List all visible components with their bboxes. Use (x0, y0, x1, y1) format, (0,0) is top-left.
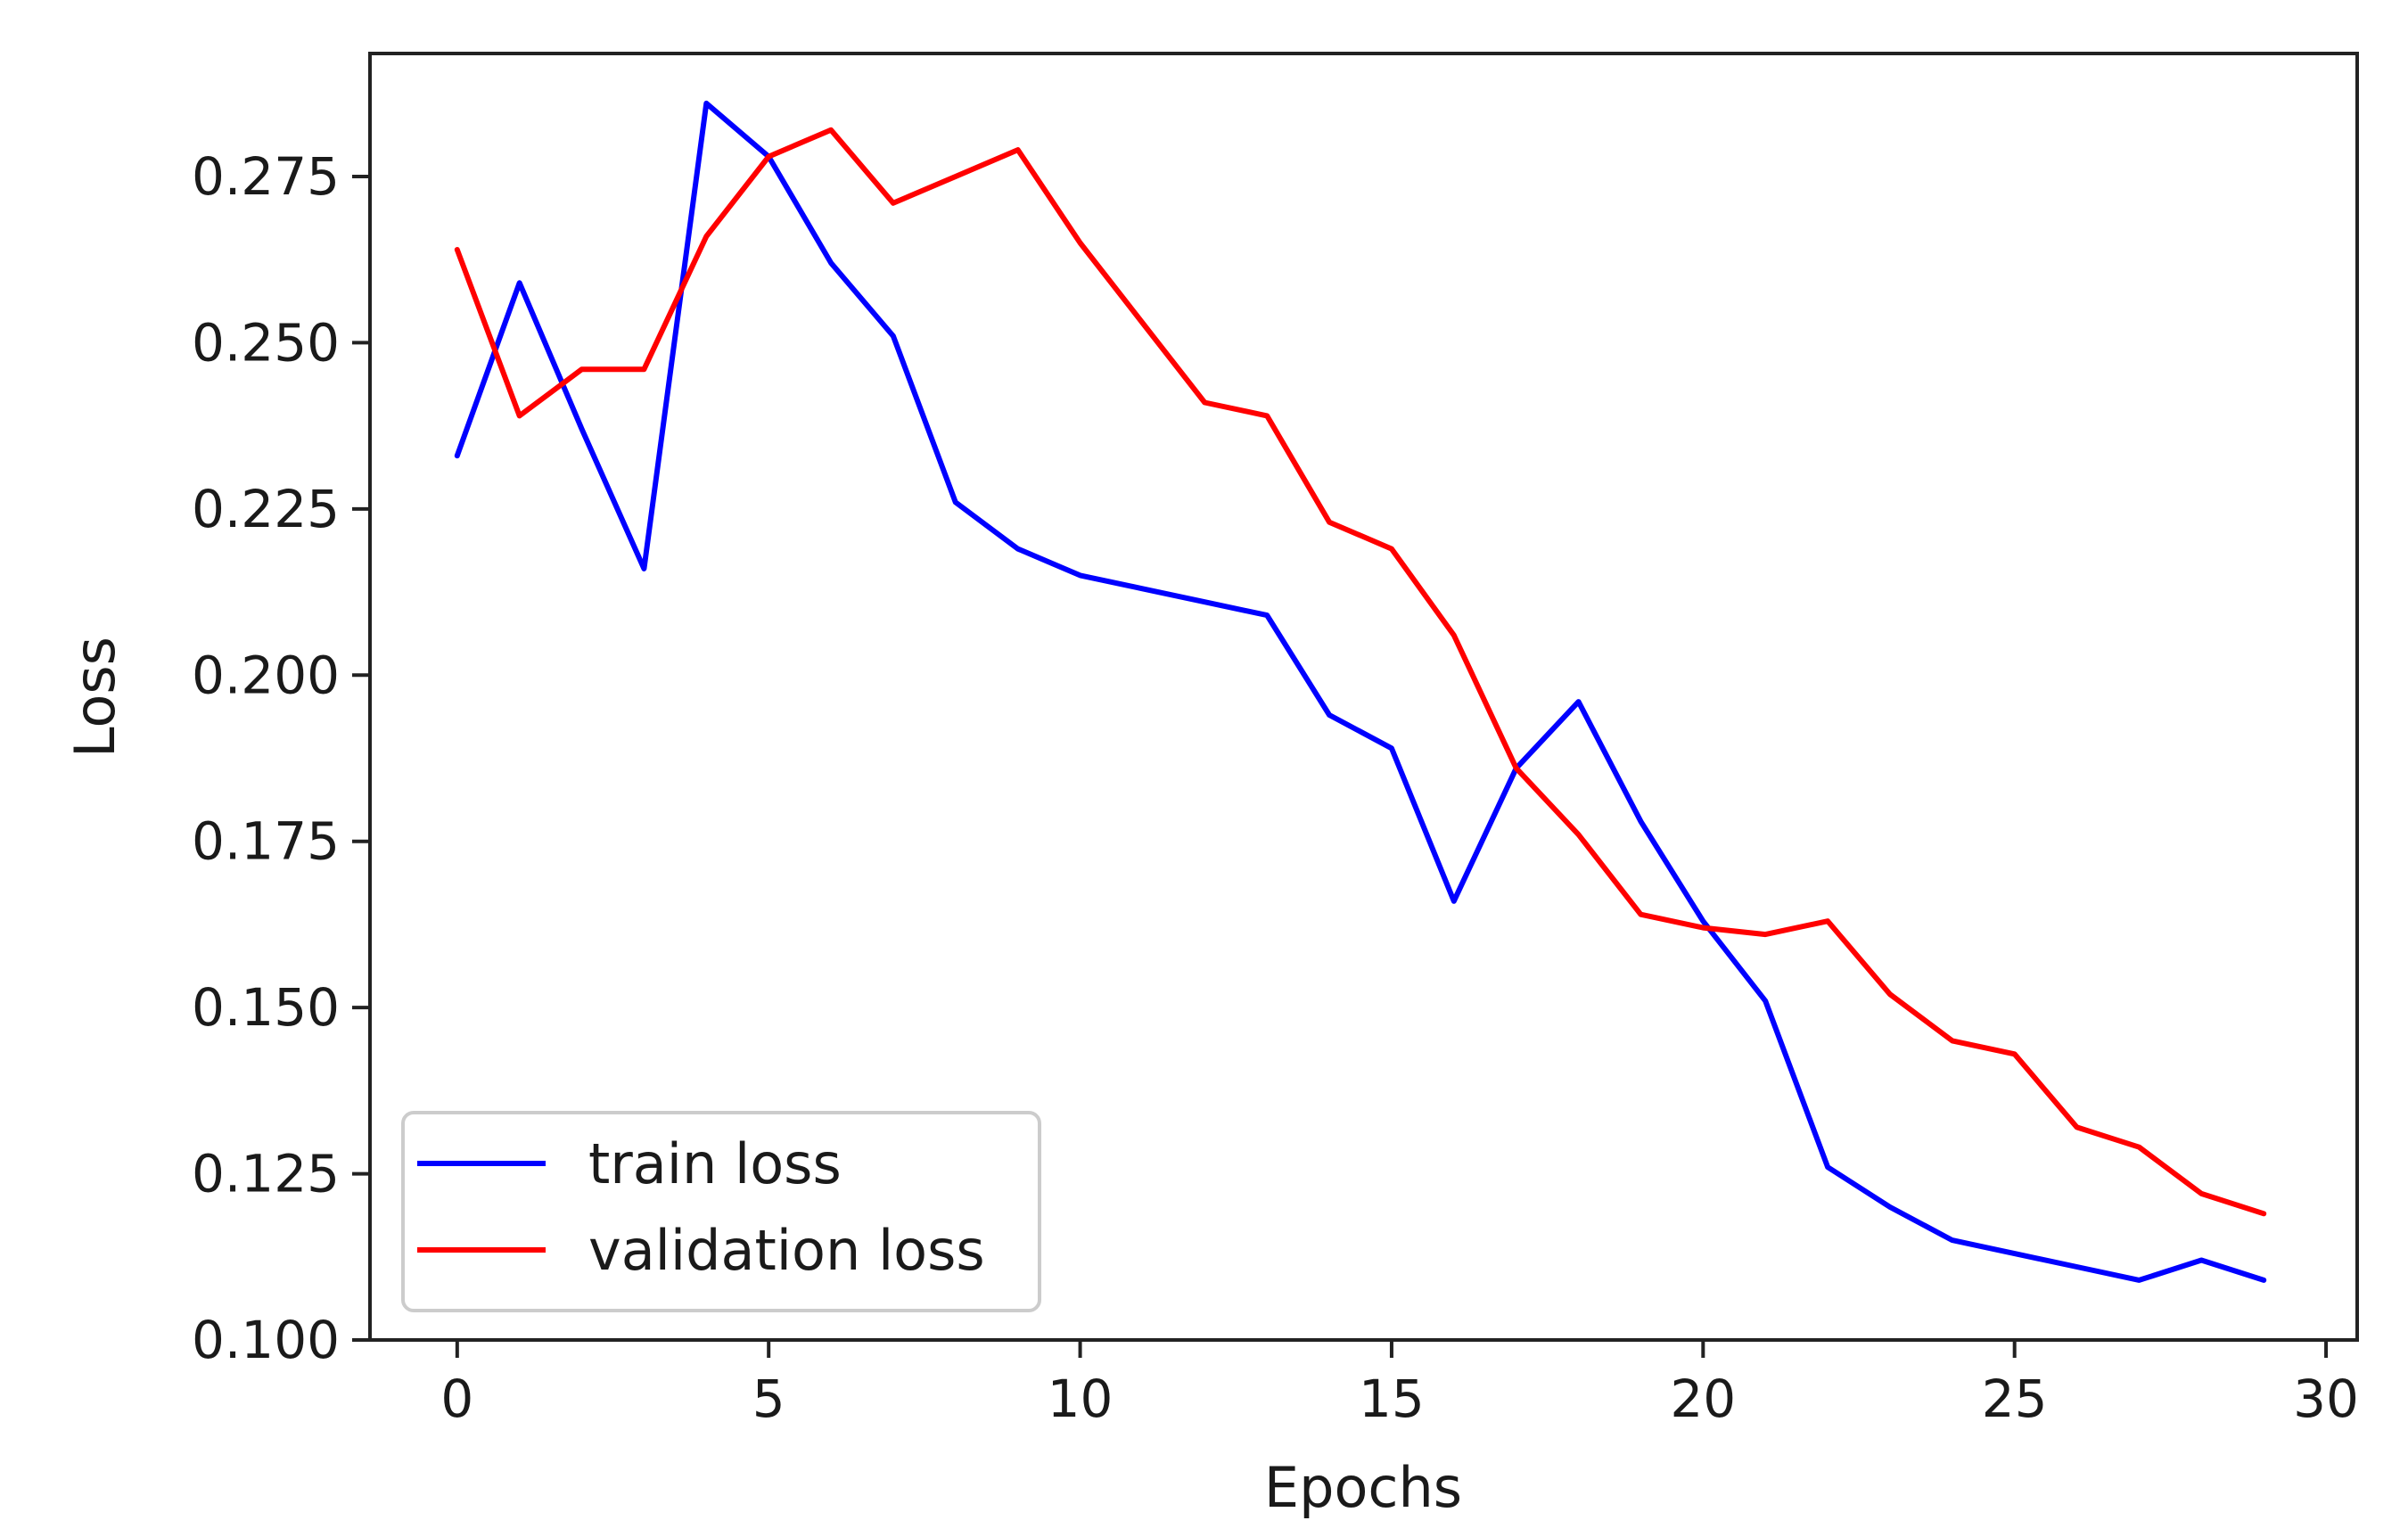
legend-train-loss-label: train loss (588, 1131, 842, 1196)
x-tick-label: 5 (752, 1369, 785, 1429)
y-tick-label: 0.100 (192, 1310, 340, 1370)
y-tick-label: 0.125 (192, 1144, 340, 1204)
y-axis-label: Loss (62, 637, 127, 758)
y-tick-label: 0.150 (192, 977, 340, 1038)
x-axis-label: Epochs (1264, 1455, 1462, 1520)
plot-frame (368, 52, 2359, 1342)
series-line-train-loss (454, 100, 2267, 1283)
y-tick-label: 0.175 (192, 811, 340, 872)
x-tick-label: 15 (1359, 1369, 1425, 1429)
series-lines (454, 100, 2267, 1283)
y-tick-label: 0.200 (192, 645, 340, 705)
legend: train loss validation loss (401, 1111, 1041, 1312)
series-line-validation-loss (454, 127, 2267, 1217)
x-axis-ticks: 0 5 10 15 20 25 30 (440, 1340, 2359, 1429)
y-tick-label: 0.225 (192, 479, 340, 539)
x-tick-label: 0 (440, 1369, 473, 1429)
legend-validation-loss-label: validation loss (588, 1218, 985, 1283)
y-axis-ticks: 0.100 0.125 0.150 0.175 0.200 0.225 0.250 0.275 (192, 146, 370, 1370)
x-tick-label: 30 (2293, 1369, 2359, 1429)
x-tick-label: 20 (1670, 1369, 1736, 1429)
x-tick-label: 10 (1048, 1369, 1114, 1429)
x-tick-label: 25 (1982, 1369, 2048, 1429)
y-tick-label: 0.250 (192, 312, 340, 373)
legend-box (401, 1111, 1041, 1312)
y-tick-label: 0.275 (192, 146, 340, 207)
